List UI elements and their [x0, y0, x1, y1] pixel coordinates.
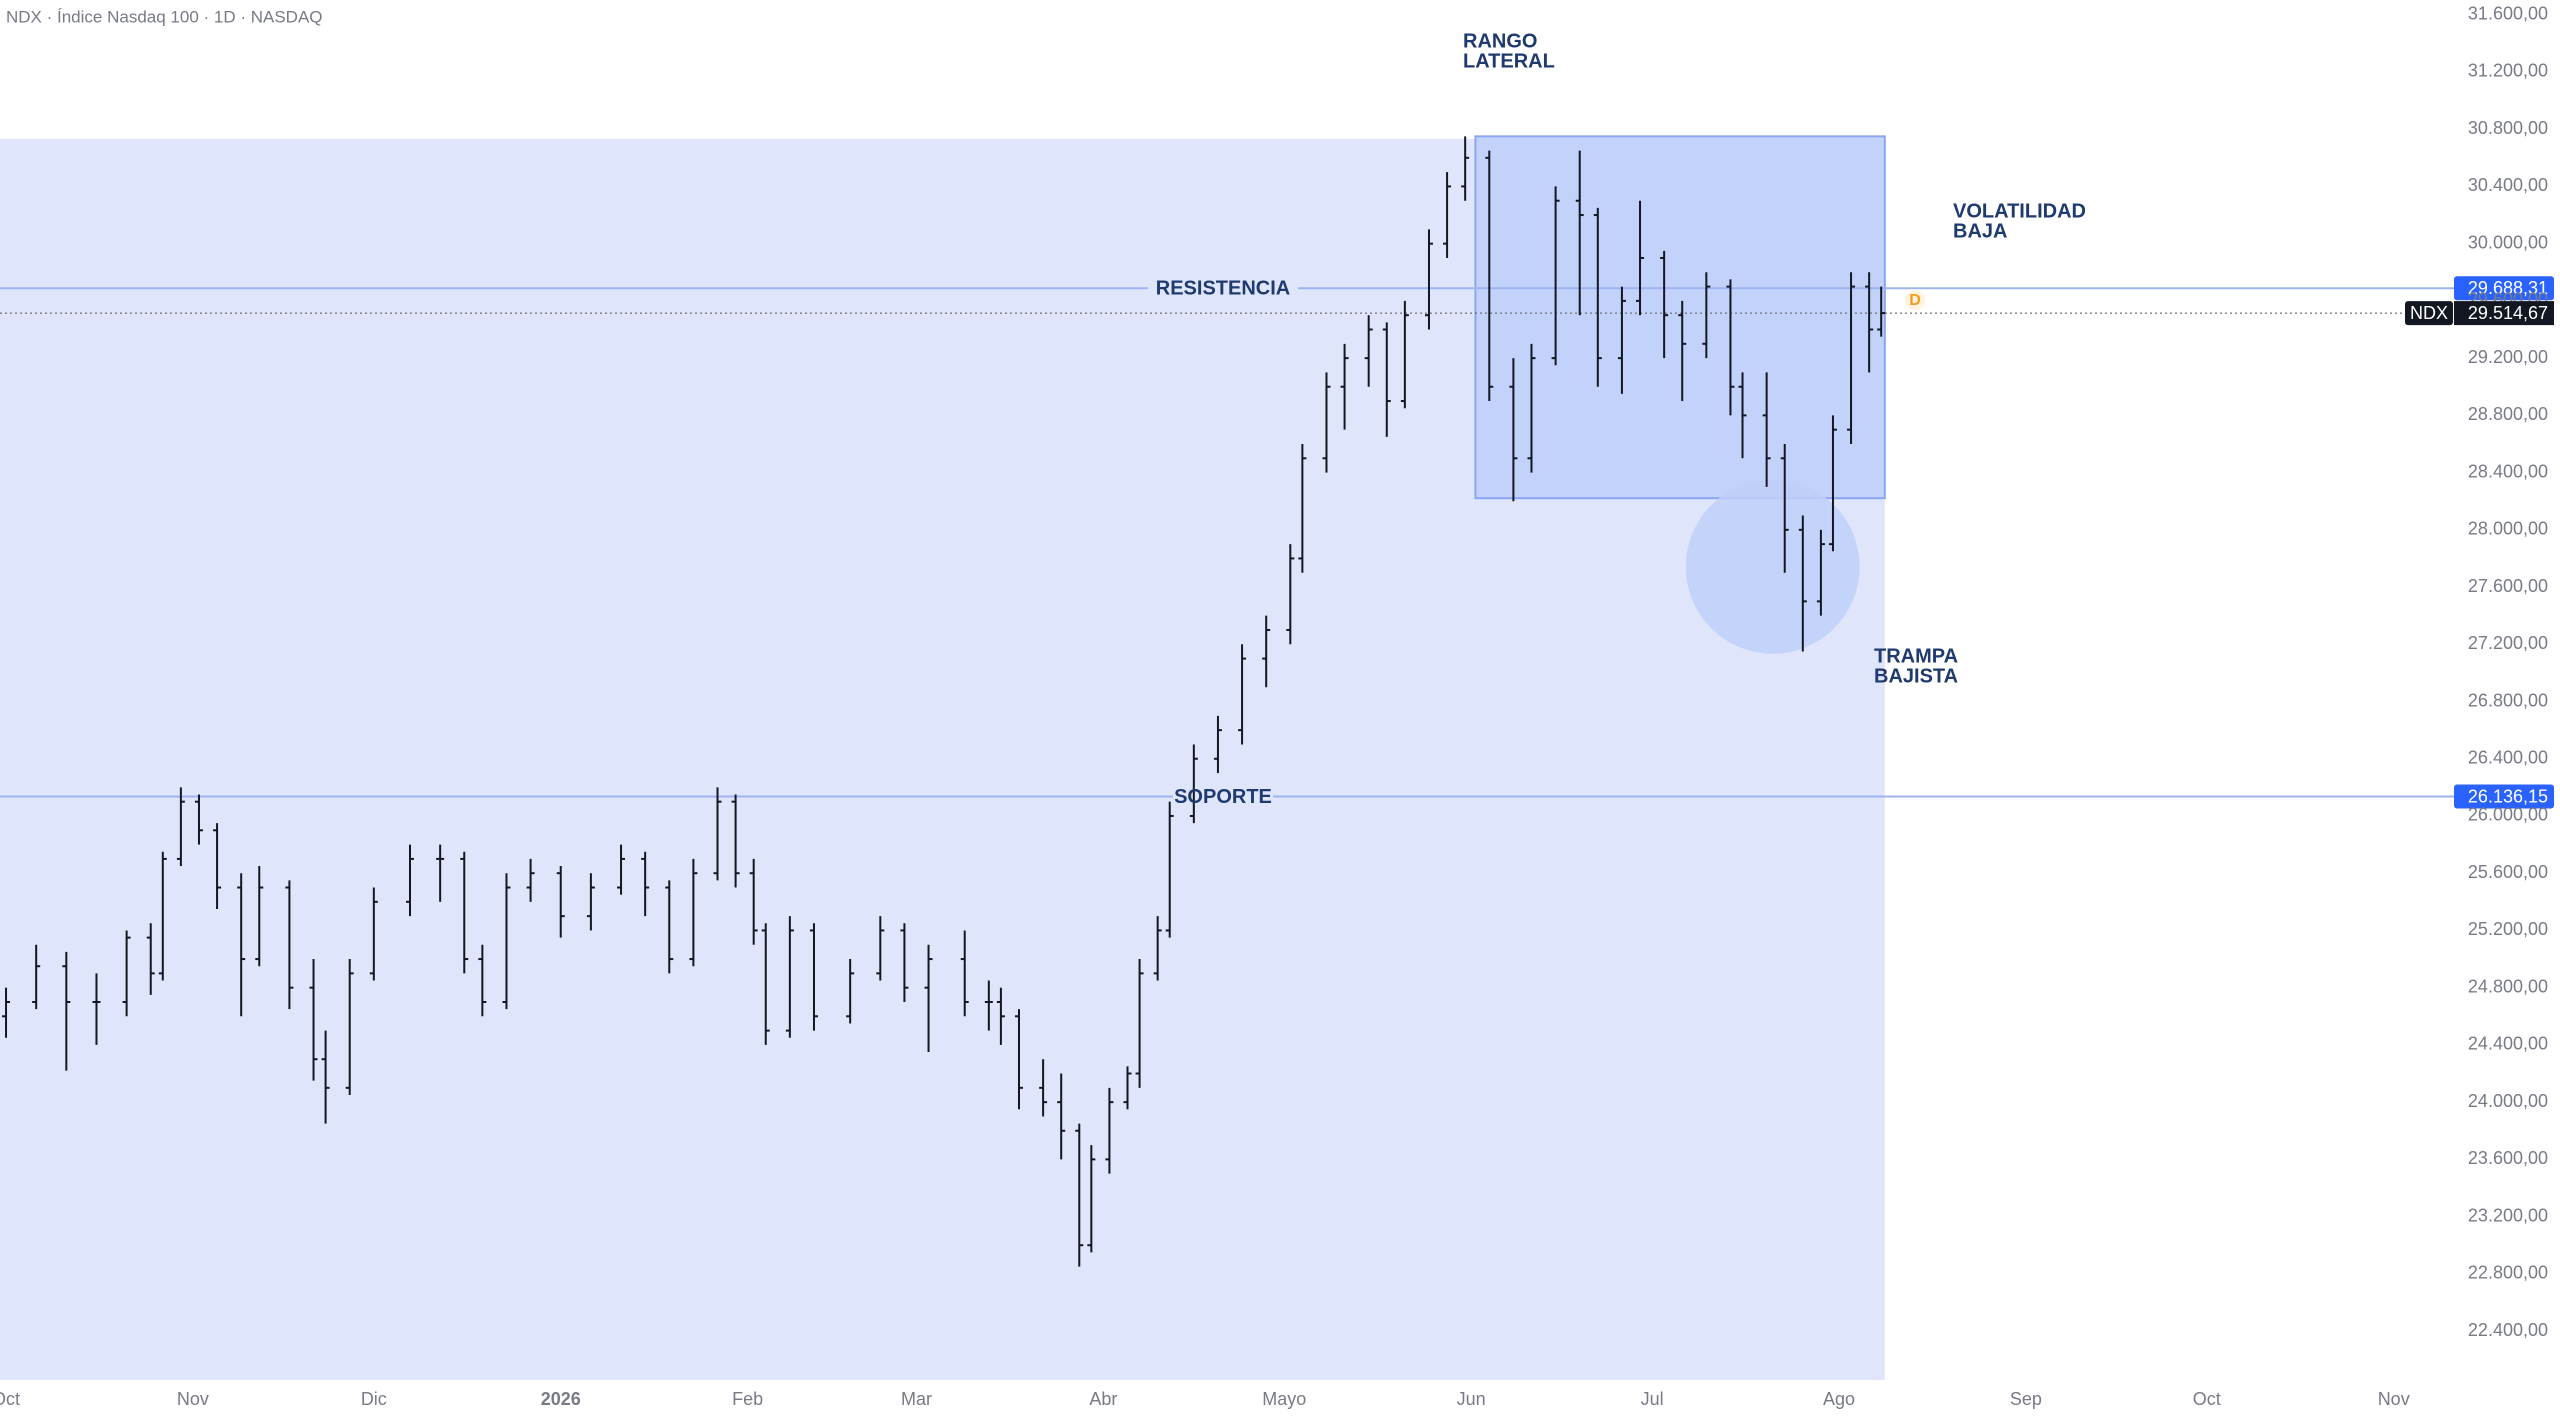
background-layer: [0, 135, 2454, 1380]
annotation: RANGO: [1463, 30, 1537, 52]
y-tick-label: 24.800,00: [2468, 976, 2548, 996]
y-tick-label: 23.600,00: [2468, 1148, 2548, 1168]
x-tick-label: Sep: [2010, 1389, 2042, 1409]
x-tick-label: 2026: [541, 1389, 581, 1409]
level-price-tag: [2454, 784, 2554, 809]
level-label-bg: [1148, 276, 1298, 301]
y-tick-label: 30.400,00: [2468, 175, 2548, 195]
x-tick-label: Oct: [2193, 1389, 2221, 1409]
annotation: BAJA: [1953, 220, 2007, 242]
trap-circle: [1685, 479, 1860, 654]
y-tick-label: 23.200,00: [2468, 1205, 2548, 1225]
y-tick-label: 31.200,00: [2468, 61, 2548, 81]
x-tick-label: Mar: [901, 1389, 932, 1409]
y-tick-label: 24.400,00: [2468, 1034, 2548, 1054]
annotation: VOLATILIDAD: [1953, 200, 2086, 222]
y-tick-label: 28.000,00: [2468, 519, 2548, 539]
range-box: [1474, 135, 1886, 500]
y-tick-label: 22.800,00: [2468, 1263, 2548, 1283]
y-tick-label: 26.000,00: [2468, 805, 2548, 825]
marker-label: D: [1909, 292, 1921, 309]
last-price-symbol-tag: [2405, 301, 2453, 326]
x-tick-label: Feb: [732, 1389, 763, 1409]
x-tick-label: Nov: [2378, 1389, 2410, 1409]
level-price-tag: [2454, 276, 2554, 301]
last-price-label: 29.514,67: [2468, 303, 2548, 323]
y-tick-label: 26.800,00: [2468, 690, 2548, 710]
y-tick-label: 31.600,00: [2468, 3, 2548, 23]
x-tick-label: Jul: [1641, 1389, 1664, 1409]
y-tick-label: 29.200,00: [2468, 347, 2548, 367]
x-tick-label: Ago: [1823, 1389, 1855, 1409]
y-tick-label: 28.800,00: [2468, 404, 2548, 424]
level-label: RESISTENCIA: [1156, 278, 1290, 300]
y-tick-label: 30.000,00: [2468, 232, 2548, 252]
x-tick-label: Abr: [1089, 1389, 1117, 1409]
y-tick-label: 25.600,00: [2468, 862, 2548, 882]
x-tick-label: Oct: [0, 1389, 20, 1409]
overlay-layer: RESISTENCIA 29.688,31 SOPORTE 26.136,15 31.6…: [0, 3, 2554, 1409]
last-price-symbol: NDX: [2410, 303, 2448, 323]
chart-title: NDX · Índice Nasdaq 100 · 1D · NASDAQ: [6, 7, 323, 26]
y-tick-label: 22.400,00: [2468, 1320, 2548, 1340]
y-tick-label: 27.200,00: [2468, 633, 2548, 653]
level-price-label: 26.136,15: [2468, 786, 2548, 806]
x-tick-label: Nov: [177, 1389, 209, 1409]
x-tick-label: Mayo: [1262, 1389, 1306, 1409]
x-tick-label: Jun: [1457, 1389, 1486, 1409]
level-label-bg: [1173, 784, 1273, 809]
y-tick-label: 30.800,00: [2468, 118, 2548, 138]
marker-circle: [1905, 290, 1925, 310]
level-label: SOPORTE: [1174, 786, 1272, 808]
annotation: LATERAL: [1463, 50, 1555, 72]
annotation: TRAMPA: [1874, 645, 1958, 667]
level-price-label: 29.688,31: [2468, 278, 2548, 298]
y-tick-label: 25.200,00: [2468, 919, 2548, 939]
y-tick-label: 26.400,00: [2468, 747, 2548, 767]
annotation: BAJISTA: [1874, 665, 1958, 687]
y-tick-label: 24.000,00: [2468, 1091, 2548, 1111]
y-tick-label: 27.600,00: [2468, 576, 2548, 596]
y-tick-label: 28.400,00: [2468, 461, 2548, 481]
bars-layer: [2, 136, 1886, 1267]
last-price-tag: [2454, 301, 2554, 326]
x-tick-label: Dic: [361, 1389, 387, 1409]
